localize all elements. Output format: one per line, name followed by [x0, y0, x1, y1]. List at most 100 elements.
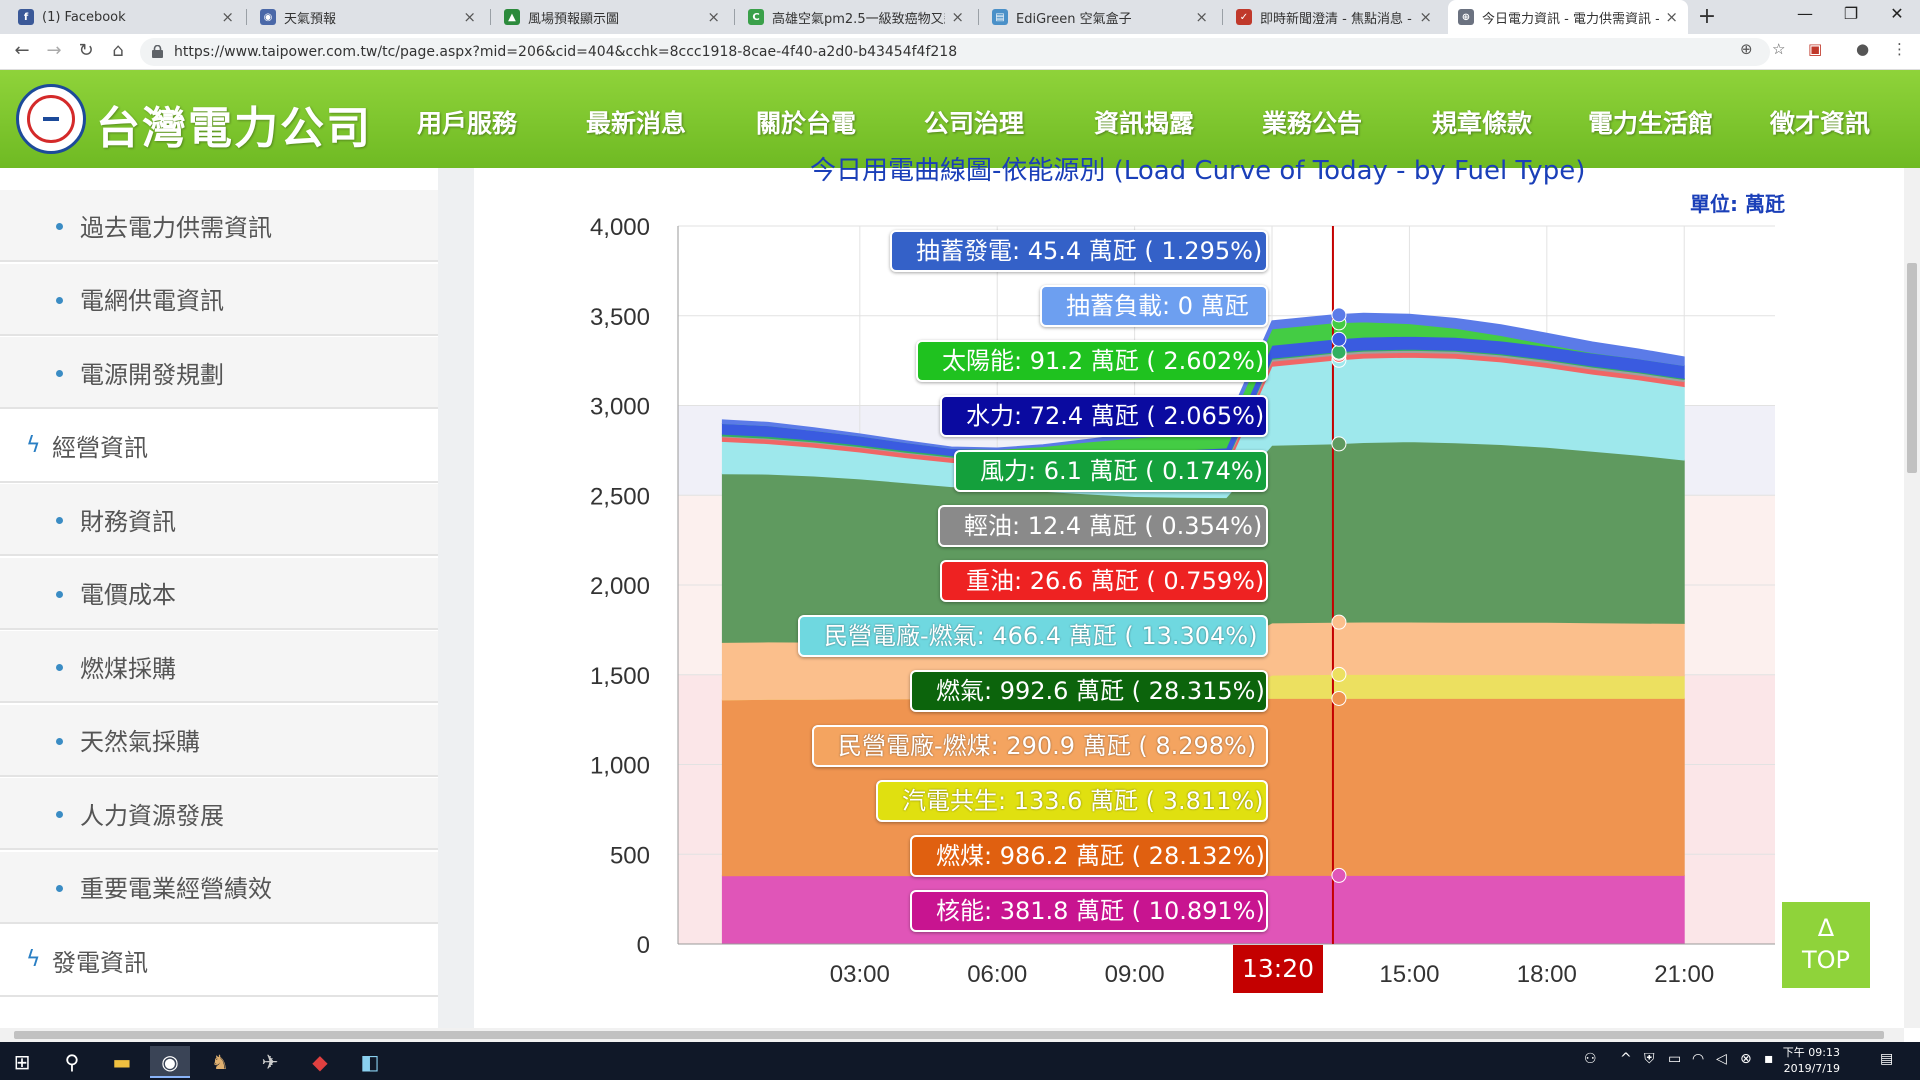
close-window-icon[interactable]: ✕ [1890, 4, 1904, 23]
tab-close-icon[interactable]: × [1665, 8, 1678, 26]
browser-tab[interactable]: C 高雄空氣pm2.5一級致癌物又飆紅 × [738, 0, 974, 34]
y-tick-label: 3,000 [590, 394, 650, 421]
taipower-logo-icon[interactable] [16, 84, 86, 154]
chrome-icon[interactable]: ◉ [150, 1046, 190, 1078]
search-icon[interactable]: ⚲ [64, 1050, 80, 1074]
logo-bar [43, 117, 59, 121]
minimize-icon[interactable]: — [1797, 4, 1813, 23]
area-series-11[interactable] [721, 312, 1685, 451]
sidebar-item[interactable]: 燃煤採購 [0, 631, 438, 703]
sidebar-item[interactable]: 財務資訊 [0, 484, 438, 556]
security-icon[interactable]: ⛨ [1644, 1051, 1655, 1067]
hover-marker [1331, 307, 1347, 323]
app-bird-icon[interactable]: ✈ [261, 1050, 279, 1074]
nav-item[interactable]: 規章條款 [1432, 109, 1533, 138]
windows-start-icon[interactable]: ⊞ [13, 1050, 31, 1074]
extension-icon[interactable]: ▣ [1808, 40, 1823, 58]
zoom-icon[interactable]: ⊕ [1740, 40, 1753, 58]
sidebar-item[interactable]: 過去電力供需資訊 [0, 190, 438, 262]
sidebar-item[interactable]: ϟ 經營資訊 [0, 410, 438, 483]
notes-icon[interactable]: ◧ [360, 1050, 380, 1074]
new-tab-button[interactable]: + [1697, 4, 1717, 29]
tab-close-icon[interactable]: × [707, 8, 720, 26]
sidebar-item[interactable]: 電源開發規劃 [0, 337, 438, 409]
nav-item[interactable]: 資訊揭露 [1094, 109, 1195, 138]
browser-tab[interactable]: ◉ 天氣預報 × [250, 0, 486, 34]
sidebar-item[interactable]: ϟ 發電資訊 [0, 925, 438, 997]
maximize-icon[interactable]: ❐ [1843, 4, 1859, 23]
sidebar-item-label: 燃煤採購 [80, 654, 176, 683]
facebook-icon: f [18, 9, 34, 25]
company-name[interactable]: 台灣電力公司 [96, 103, 372, 154]
browser-tab[interactable]: f (1) Facebook × [8, 0, 244, 34]
reload-icon[interactable]: ↻ [78, 40, 94, 61]
home-icon[interactable]: ⌂ [112, 40, 124, 61]
tab-close-icon[interactable]: × [463, 8, 476, 26]
nav-item[interactable]: 業務公告 [1262, 109, 1363, 138]
chart-unit-label: 單位: 萬瓩 [1690, 192, 1785, 216]
y-tick-label: 2,500 [590, 483, 650, 510]
browser-tab[interactable]: ▤ EdiGreen 空氣盒子 × [982, 0, 1218, 34]
wifi-icon[interactable]: ◠ [1692, 1051, 1705, 1067]
chart-title: 今日用電曲線圖-依能源別 (Load Curve of Today - by F… [810, 156, 1586, 186]
nav-item[interactable]: 關於台電 [756, 109, 857, 138]
tab-close-icon[interactable]: × [1195, 8, 1208, 26]
sidebar-item-label: 天然氣採購 [80, 728, 200, 756]
tray-chevron-icon[interactable]: ^ [1620, 1051, 1632, 1067]
chart-tooltip: 燃煤: 986.2 萬瓩 ( 28.132%) [910, 835, 1268, 877]
tab-separator [1222, 9, 1223, 25]
globe-icon: ⊕ [1458, 9, 1474, 25]
sidebar-item-label: 過去電力供需資訊 [80, 213, 272, 242]
tab-separator [978, 9, 979, 25]
star-icon[interactable]: ☆ [1772, 40, 1786, 58]
sidebar-item-label: 電網供電資訊 [80, 287, 224, 315]
file-explorer-icon[interactable]: ▬ [112, 1050, 132, 1074]
chart-tooltip: 核能: 381.8 萬瓩 ( 10.891%) [910, 890, 1268, 932]
tab-title: 即時新聞澄清 - 焦點消息 - 中華民國 [1260, 11, 1413, 27]
people-icon[interactable]: ⚇ [1584, 1051, 1597, 1067]
tab-close-icon[interactable]: × [951, 8, 964, 26]
horizontal-scrollbar[interactable] [0, 1028, 1904, 1042]
language-icon[interactable]: ▪ [1764, 1051, 1774, 1067]
forward-icon[interactable]: → [46, 40, 62, 61]
ime-icon[interactable]: ⊗ [1740, 1051, 1752, 1067]
tab-title: 風場預報顯示圖 [528, 11, 620, 27]
tab-close-icon[interactable]: × [1419, 8, 1432, 26]
app-rabbit-icon[interactable]: ♞ [211, 1050, 229, 1074]
back-to-top-button[interactable]: Δ TOP [1782, 902, 1870, 988]
hover-marker [1331, 344, 1347, 360]
sidebar-item[interactable]: 天然氣採購 [0, 704, 438, 777]
sketchup-icon[interactable]: ◆ [312, 1050, 328, 1074]
sidebar-item[interactable]: 人力資源發展 [0, 778, 438, 850]
bullet-icon [56, 884, 63, 892]
battery-icon[interactable]: ▭ [1668, 1051, 1682, 1067]
sidebar-item[interactable]: 電網供電資訊 [0, 263, 438, 336]
menu-icon[interactable]: ⋮ [1892, 40, 1907, 58]
browser-tab[interactable]: ⊕ 今日電力資訊 - 電力供需資訊 - 業 × [1448, 0, 1688, 34]
nav-item[interactable]: 徵才資訊 [1770, 109, 1871, 138]
volume-icon[interactable]: ◁ [1716, 1051, 1727, 1067]
x-tick-label: 06:00 [967, 961, 1027, 988]
notification-icon[interactable]: ▤ [1880, 1051, 1894, 1067]
current-time-label: 13:20 [1233, 945, 1323, 993]
nav-item[interactable]: 用戶服務 [417, 109, 518, 138]
sidebar-item[interactable]: 電價成本 [0, 557, 438, 630]
vertical-scroll-thumb[interactable] [1907, 263, 1917, 473]
browser-tab[interactable]: ▲ 風場預報顯示圖 × [494, 0, 730, 34]
sidebar-item[interactable]: 重要電業經營績效 [0, 851, 438, 924]
nav-item[interactable]: 最新消息 [586, 109, 687, 138]
address-bar[interactable]: https://www.taipower.com.tw/tc/page.aspx… [140, 38, 1770, 66]
x-tick-label: 15:00 [1379, 961, 1439, 988]
back-icon[interactable]: ← [14, 40, 30, 61]
nav-item[interactable]: 電力生活館 [1588, 109, 1714, 138]
bullet-icon [56, 296, 63, 304]
profile-icon[interactable]: ● [1856, 40, 1870, 58]
vertical-scrollbar[interactable] [1904, 168, 1920, 1028]
browser-tab[interactable]: ✓ 即時新聞澄清 - 焦點消息 - 中華民國 × [1226, 0, 1442, 34]
nav-item[interactable]: 公司治理 [924, 109, 1025, 138]
tab-close-icon[interactable]: × [221, 8, 234, 26]
horizontal-scroll-thumb[interactable] [14, 1031, 1884, 1039]
chart-tooltip: 抽蓄發電: 45.4 萬瓩 ( 1.295%) [890, 230, 1268, 272]
system-clock[interactable]: 下午 09:13 2019/7/19 [1780, 1045, 1840, 1077]
flag-icon: ✓ [1236, 9, 1252, 25]
